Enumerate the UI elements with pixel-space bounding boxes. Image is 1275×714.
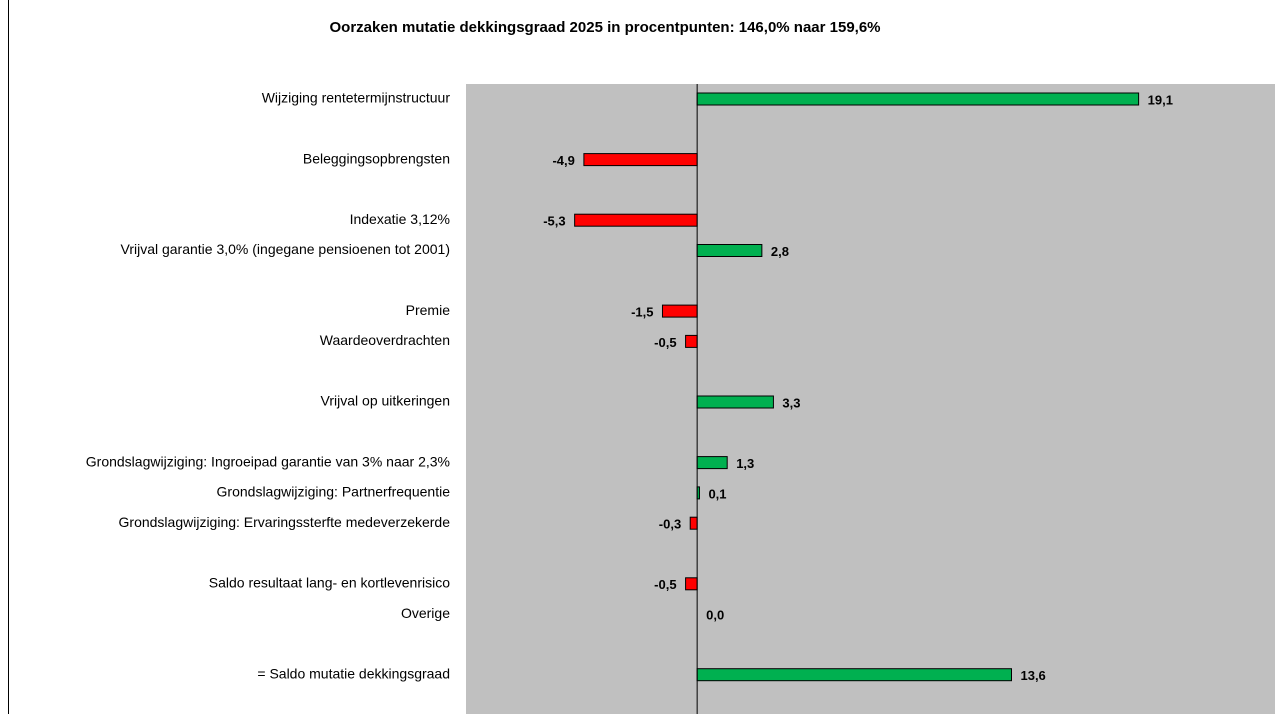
value-label: -0,5 <box>654 577 676 592</box>
value-label: -4,9 <box>552 153 574 168</box>
category-label: Indexatie 3,12% <box>350 211 450 227</box>
value-label: 3,3 <box>782 395 800 410</box>
bar <box>583 153 698 167</box>
chart-title: Oorzaken mutatie dekkingsgraad 2025 in p… <box>329 19 880 36</box>
category-label: Grondslagwijziging: Ervaringssterfte med… <box>119 514 451 530</box>
category-label: = Saldo mutatie dekkingsgraad <box>257 665 450 681</box>
bar <box>696 92 1140 106</box>
bar <box>696 395 774 409</box>
bar <box>661 304 698 318</box>
category-label: Beleggingsopbrengsten <box>303 150 450 166</box>
bar <box>689 516 698 530</box>
value-label: 19,1 <box>1148 92 1173 107</box>
value-label: -0,5 <box>654 335 676 350</box>
value-label: 0,1 <box>708 486 726 501</box>
category-label: Vrijval garantie 3,0% (ingegane pensioen… <box>121 241 451 257</box>
category-label: Premie <box>406 302 451 318</box>
category-label: Saldo resultaat lang- en kortlevenrisico <box>209 575 450 591</box>
category-label: Wijziging rentetermijnstructuur <box>262 90 451 106</box>
value-label: -1,5 <box>631 305 653 320</box>
bar <box>574 213 698 227</box>
value-label: 1,3 <box>736 456 754 471</box>
bar <box>696 668 1012 682</box>
bar <box>696 456 728 470</box>
value-label: 0,0 <box>706 608 724 623</box>
category-label: Grondslagwijziging: Ingroeipad garantie … <box>86 453 450 469</box>
value-label: -0,3 <box>659 517 681 532</box>
bar <box>696 244 763 257</box>
bar <box>685 577 698 591</box>
category-label: Vrijval op uitkeringen <box>321 393 450 409</box>
category-label: Grondslagwijziging: Partnerfrequentie <box>217 484 451 500</box>
plot-area <box>466 84 1275 714</box>
bar <box>685 334 698 348</box>
value-label: -5,3 <box>543 214 565 229</box>
category-label: Overige <box>401 605 450 621</box>
value-label: 13,6 <box>1020 668 1045 683</box>
category-label: Waardeoverdrachten <box>320 332 450 348</box>
value-label: 2,8 <box>771 244 789 259</box>
